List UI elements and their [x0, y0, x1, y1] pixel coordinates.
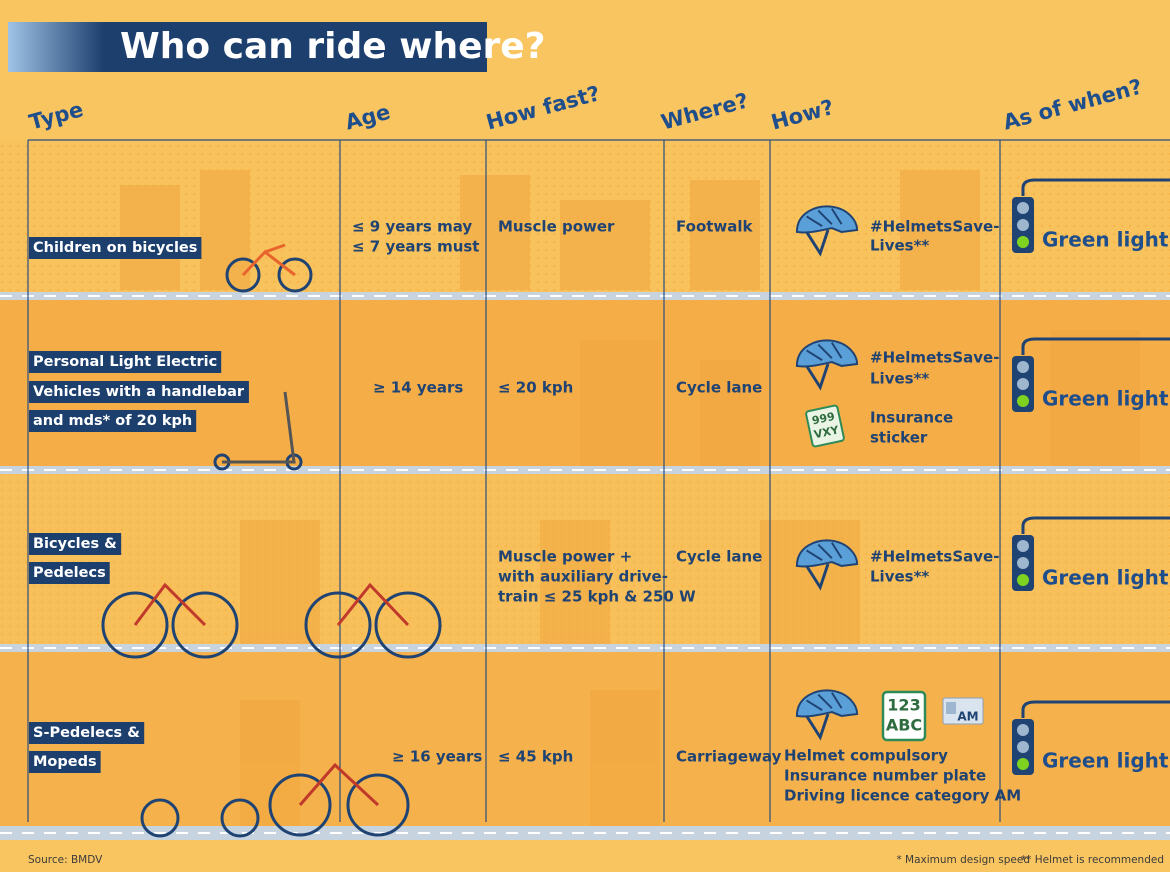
footnote: ** Helmet is recommended [1021, 854, 1164, 866]
how: Lives** [870, 370, 929, 388]
speed: train ≤ 25 kph & 250 W [498, 588, 696, 606]
type-label-box [29, 381, 249, 403]
type-label-box [29, 351, 222, 373]
type-label-box [29, 410, 197, 432]
signal-line [1021, 337, 1170, 355]
type-label-box [29, 722, 145, 744]
illustrations [101, 243, 442, 838]
where: Footwalk [676, 218, 754, 236]
how: Lives** [870, 568, 929, 586]
when: Green light! [1042, 749, 1170, 773]
number-plate: 123 ABC [881, 690, 927, 742]
when: Green light! [1042, 566, 1170, 590]
speed: Muscle power [498, 218, 615, 236]
age: ≤ 7 years must [352, 238, 479, 256]
type-label-box [29, 562, 110, 584]
type-label: Vehicles with a handlebar [33, 384, 245, 400]
speed: ≤ 20 kph [498, 379, 573, 397]
source: Source: BMDV [28, 854, 103, 866]
speed: Muscle power + [498, 548, 632, 566]
type-label: and mds* of 20 kph [33, 413, 192, 429]
how: Helmet compulsory [784, 747, 948, 765]
title: Who can ride where? [120, 26, 546, 67]
type-label: Mopeds [33, 754, 97, 770]
signal-line [1021, 516, 1170, 534]
how: #HelmetsSave- [870, 218, 999, 236]
traffic-light [1012, 356, 1034, 412]
plate-text: 123 [887, 696, 920, 715]
plate-text: ABC [886, 716, 922, 735]
traffic-light [1012, 719, 1034, 775]
age: ≥ 14 years [373, 379, 463, 397]
how: Insurance [870, 409, 953, 427]
footnote: * Maximum design speed [896, 854, 1030, 866]
where: Cycle lane [676, 379, 762, 397]
traffic-light [1012, 197, 1034, 253]
sticker-text: 999 [811, 410, 836, 427]
age: ≥ 16 years [392, 748, 482, 766]
insurance-sticker: 999 VXY [805, 404, 845, 448]
city-silhouettes [120, 170, 1140, 826]
when: Green light! [1042, 387, 1170, 411]
title-bar [8, 22, 487, 72]
type-label: Pedelecs [33, 565, 106, 581]
signal-line [1021, 178, 1170, 196]
licence-text: AM [957, 710, 978, 724]
how: sticker [870, 429, 928, 447]
sticker-text: VXY [813, 423, 841, 441]
type-label-box [29, 533, 122, 555]
traffic-light [1012, 535, 1034, 591]
how: #HelmetsSave- [870, 349, 999, 367]
type-label: Personal Light Electric [33, 354, 217, 370]
type-label: Bicycles & [33, 536, 117, 552]
speed: with auxiliary drive- [498, 568, 668, 586]
age: ≤ 9 years may [352, 218, 472, 236]
how: Lives** [870, 237, 929, 255]
signal-line [1021, 700, 1170, 718]
roads [0, 292, 1170, 840]
how: #HelmetsSave- [870, 548, 999, 566]
licence-card: AM [942, 697, 984, 725]
type-label: S-Pedelecs & [33, 725, 140, 741]
type-label: Children on bicycles [33, 240, 197, 256]
where: Carriageway [676, 748, 782, 766]
when: Green light! [1042, 228, 1170, 252]
type-label-box [29, 751, 101, 773]
type-label-box [29, 237, 202, 259]
where: Cycle lane [676, 548, 762, 566]
how: Driving licence category AM [784, 787, 1021, 805]
row-band [0, 652, 1170, 830]
how: Insurance number plate [784, 767, 986, 785]
table-lines [27, 139, 1170, 822]
speed: ≤ 45 kph [498, 748, 573, 766]
